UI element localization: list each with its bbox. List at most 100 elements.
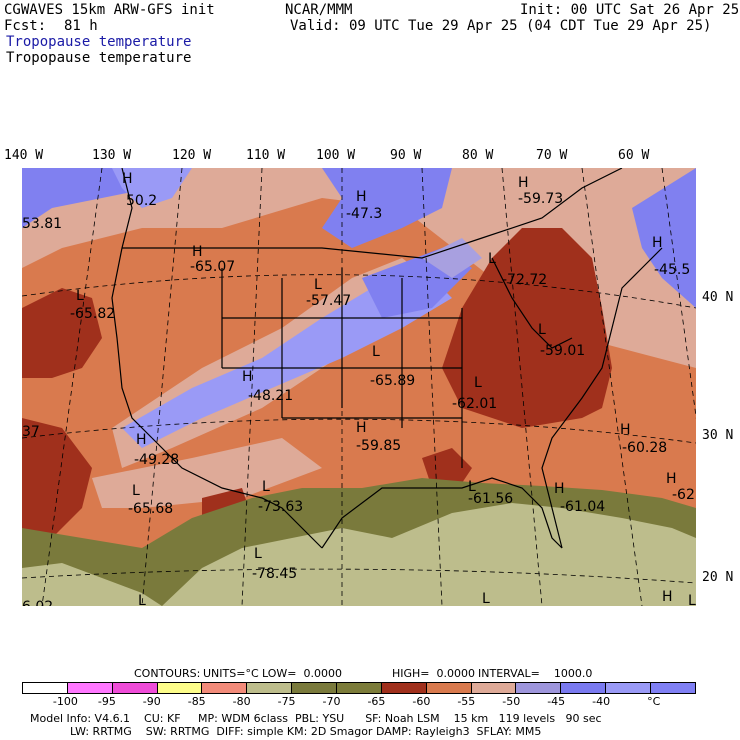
temperature-value-label: -48.21: [248, 388, 293, 404]
low-pressure-marker: L: [132, 483, 140, 499]
color-scale-tick-label: -70: [322, 695, 341, 708]
low-pressure-marker: L: [372, 344, 380, 360]
color-scale-swatch: [157, 683, 203, 693]
color-scale-swatch: [516, 683, 562, 693]
model-info-line2: LW: RRTMG SW: RRTMG DIFF: simple KM: 2D …: [70, 725, 542, 738]
low-pressure-marker: L: [688, 593, 696, 606]
lon-label: 120 W: [172, 148, 212, 163]
color-scale-swatch: [606, 683, 652, 693]
temperature-value-label: -59.85: [356, 438, 401, 454]
temperature-value-label: -78.45: [252, 566, 297, 582]
color-scale-tick-label: -55: [457, 695, 476, 708]
lon-label: 90 W: [390, 148, 422, 163]
lon-label: 60 W: [618, 148, 650, 163]
temperature-value-label: -72.72: [502, 272, 547, 288]
temperature-value-label: 6.02: [22, 599, 53, 606]
high-pressure-marker: H: [554, 481, 565, 497]
color-scale-swatch: [561, 683, 607, 693]
model-info-line1: Model Info: V4.6.1 CU: KF MP: WDM 6class…: [30, 712, 602, 725]
temperature-value-label: -61.56: [468, 491, 513, 507]
color-scale-tick-label: -65: [367, 695, 386, 708]
temperature-value-label: -62: [672, 487, 695, 503]
lon-label: 130 W: [92, 148, 132, 163]
init-time: Init: 00 UTC Sat 26 Apr 25: [520, 2, 740, 18]
temperature-value-label: -62.01: [452, 396, 497, 412]
temperature-value-label: -49.28: [134, 452, 179, 468]
high-pressure-marker: H: [662, 589, 673, 605]
lon-label: 80 W: [462, 148, 494, 163]
color-scale-swatch: [426, 683, 472, 693]
temperature-value-label: -47.3: [346, 206, 382, 222]
color-scale-tick-label: -95: [97, 695, 116, 708]
field-title: Tropopause temperature: [6, 50, 192, 66]
lat-label: 20 N: [702, 570, 734, 585]
color-scale-tick-label: -80: [232, 695, 251, 708]
model-title: CGWAVES 15km ARW-GFS init: [4, 2, 215, 18]
color-scale-swatch: [471, 683, 517, 693]
temperature-value-label: -61.04: [560, 499, 605, 515]
low-label: LOW= 0.0000: [262, 667, 342, 680]
color-scale-tick-label: -100: [52, 695, 78, 708]
temperature-value-label: -65.07: [190, 259, 235, 275]
low-pressure-marker: L: [474, 375, 482, 391]
color-scale-tick-label: -40: [592, 695, 611, 708]
low-pressure-marker: L: [76, 288, 84, 304]
color-scale-swatch: [247, 683, 293, 693]
lon-label: 100 W: [316, 148, 356, 163]
temperature-value-label: -59.73: [518, 191, 563, 207]
color-scale-tick-label: -50: [502, 695, 521, 708]
valid-time: Valid: 09 UTC Tue 29 Apr 25 (04 CDT Tue …: [290, 18, 712, 34]
temperature-value-label: -60.28: [622, 440, 667, 456]
color-scale-tick-label: -60: [412, 695, 431, 708]
color-scale-swatch: [337, 683, 382, 693]
interval-label: INTERVAL= 1000.0: [478, 667, 593, 680]
color-scale-bar: [22, 682, 696, 694]
temperature-value-label: -59.01: [540, 343, 585, 359]
color-scale-swatch: [292, 683, 338, 693]
tropopause-temperature-map: H 50.2 53.81 H -47.3 H -59.73 H -65.07 L -57.47 L -7…: [22, 168, 696, 606]
high-pressure-marker: H: [356, 420, 367, 436]
color-scale-tick-label: °C: [647, 695, 661, 708]
high-pressure-marker: H: [192, 244, 203, 260]
high-pressure-marker: H: [620, 422, 631, 438]
temperature-value-label: -65.68: [128, 501, 173, 517]
high-pressure-marker: H: [518, 175, 529, 191]
high-pressure-marker: H: [122, 171, 133, 187]
low-pressure-marker: L: [262, 479, 270, 495]
contours-label: CONTOURS:: [134, 667, 201, 680]
lat-label: 30 N: [702, 428, 734, 443]
lon-label: 140 W: [4, 148, 44, 163]
low-pressure-marker: L: [254, 546, 262, 562]
color-scale-swatch: [651, 683, 695, 693]
temperature-value-label: -45.5: [654, 262, 690, 278]
low-pressure-marker: L: [138, 593, 146, 606]
temperature-value-label: 37: [22, 424, 40, 440]
forecast-label: Fcst:: [4, 18, 47, 34]
color-scale-swatch: [23, 683, 68, 693]
high-pressure-marker: H: [356, 189, 367, 205]
low-pressure-marker: L: [538, 322, 546, 338]
high-pressure-marker: H: [652, 235, 663, 251]
low-pressure-marker: L: [468, 479, 476, 495]
color-scale-tick-label: -45: [547, 695, 566, 708]
high-pressure-marker: H: [136, 432, 147, 448]
low-pressure-marker: L: [488, 251, 496, 267]
temperature-value-label: -57.47: [306, 293, 351, 309]
high-pressure-marker: H: [242, 369, 253, 385]
temperature-value-label: -65.89: [370, 373, 415, 389]
high-label: HIGH= 0.0000: [392, 667, 476, 680]
color-scale-tick-label: -75: [277, 695, 296, 708]
center-label: NCAR/MMM: [285, 2, 353, 18]
color-scale-swatch: [381, 683, 427, 693]
color-scale-swatch: [202, 683, 248, 693]
color-scale-swatch: [112, 683, 158, 693]
low-pressure-marker: L: [482, 591, 490, 606]
field-title-blue: Tropopause temperature: [6, 34, 192, 50]
temperature-value-label: -73.63: [258, 499, 303, 515]
color-scale-swatch: [67, 683, 113, 693]
temperature-value-label: 50.2: [126, 193, 157, 209]
lon-label: 70 W: [536, 148, 568, 163]
color-scale-tick-label: -90: [142, 695, 161, 708]
color-scale-tick-label: -85: [187, 695, 206, 708]
temperature-value-label: 53.81: [22, 216, 62, 232]
